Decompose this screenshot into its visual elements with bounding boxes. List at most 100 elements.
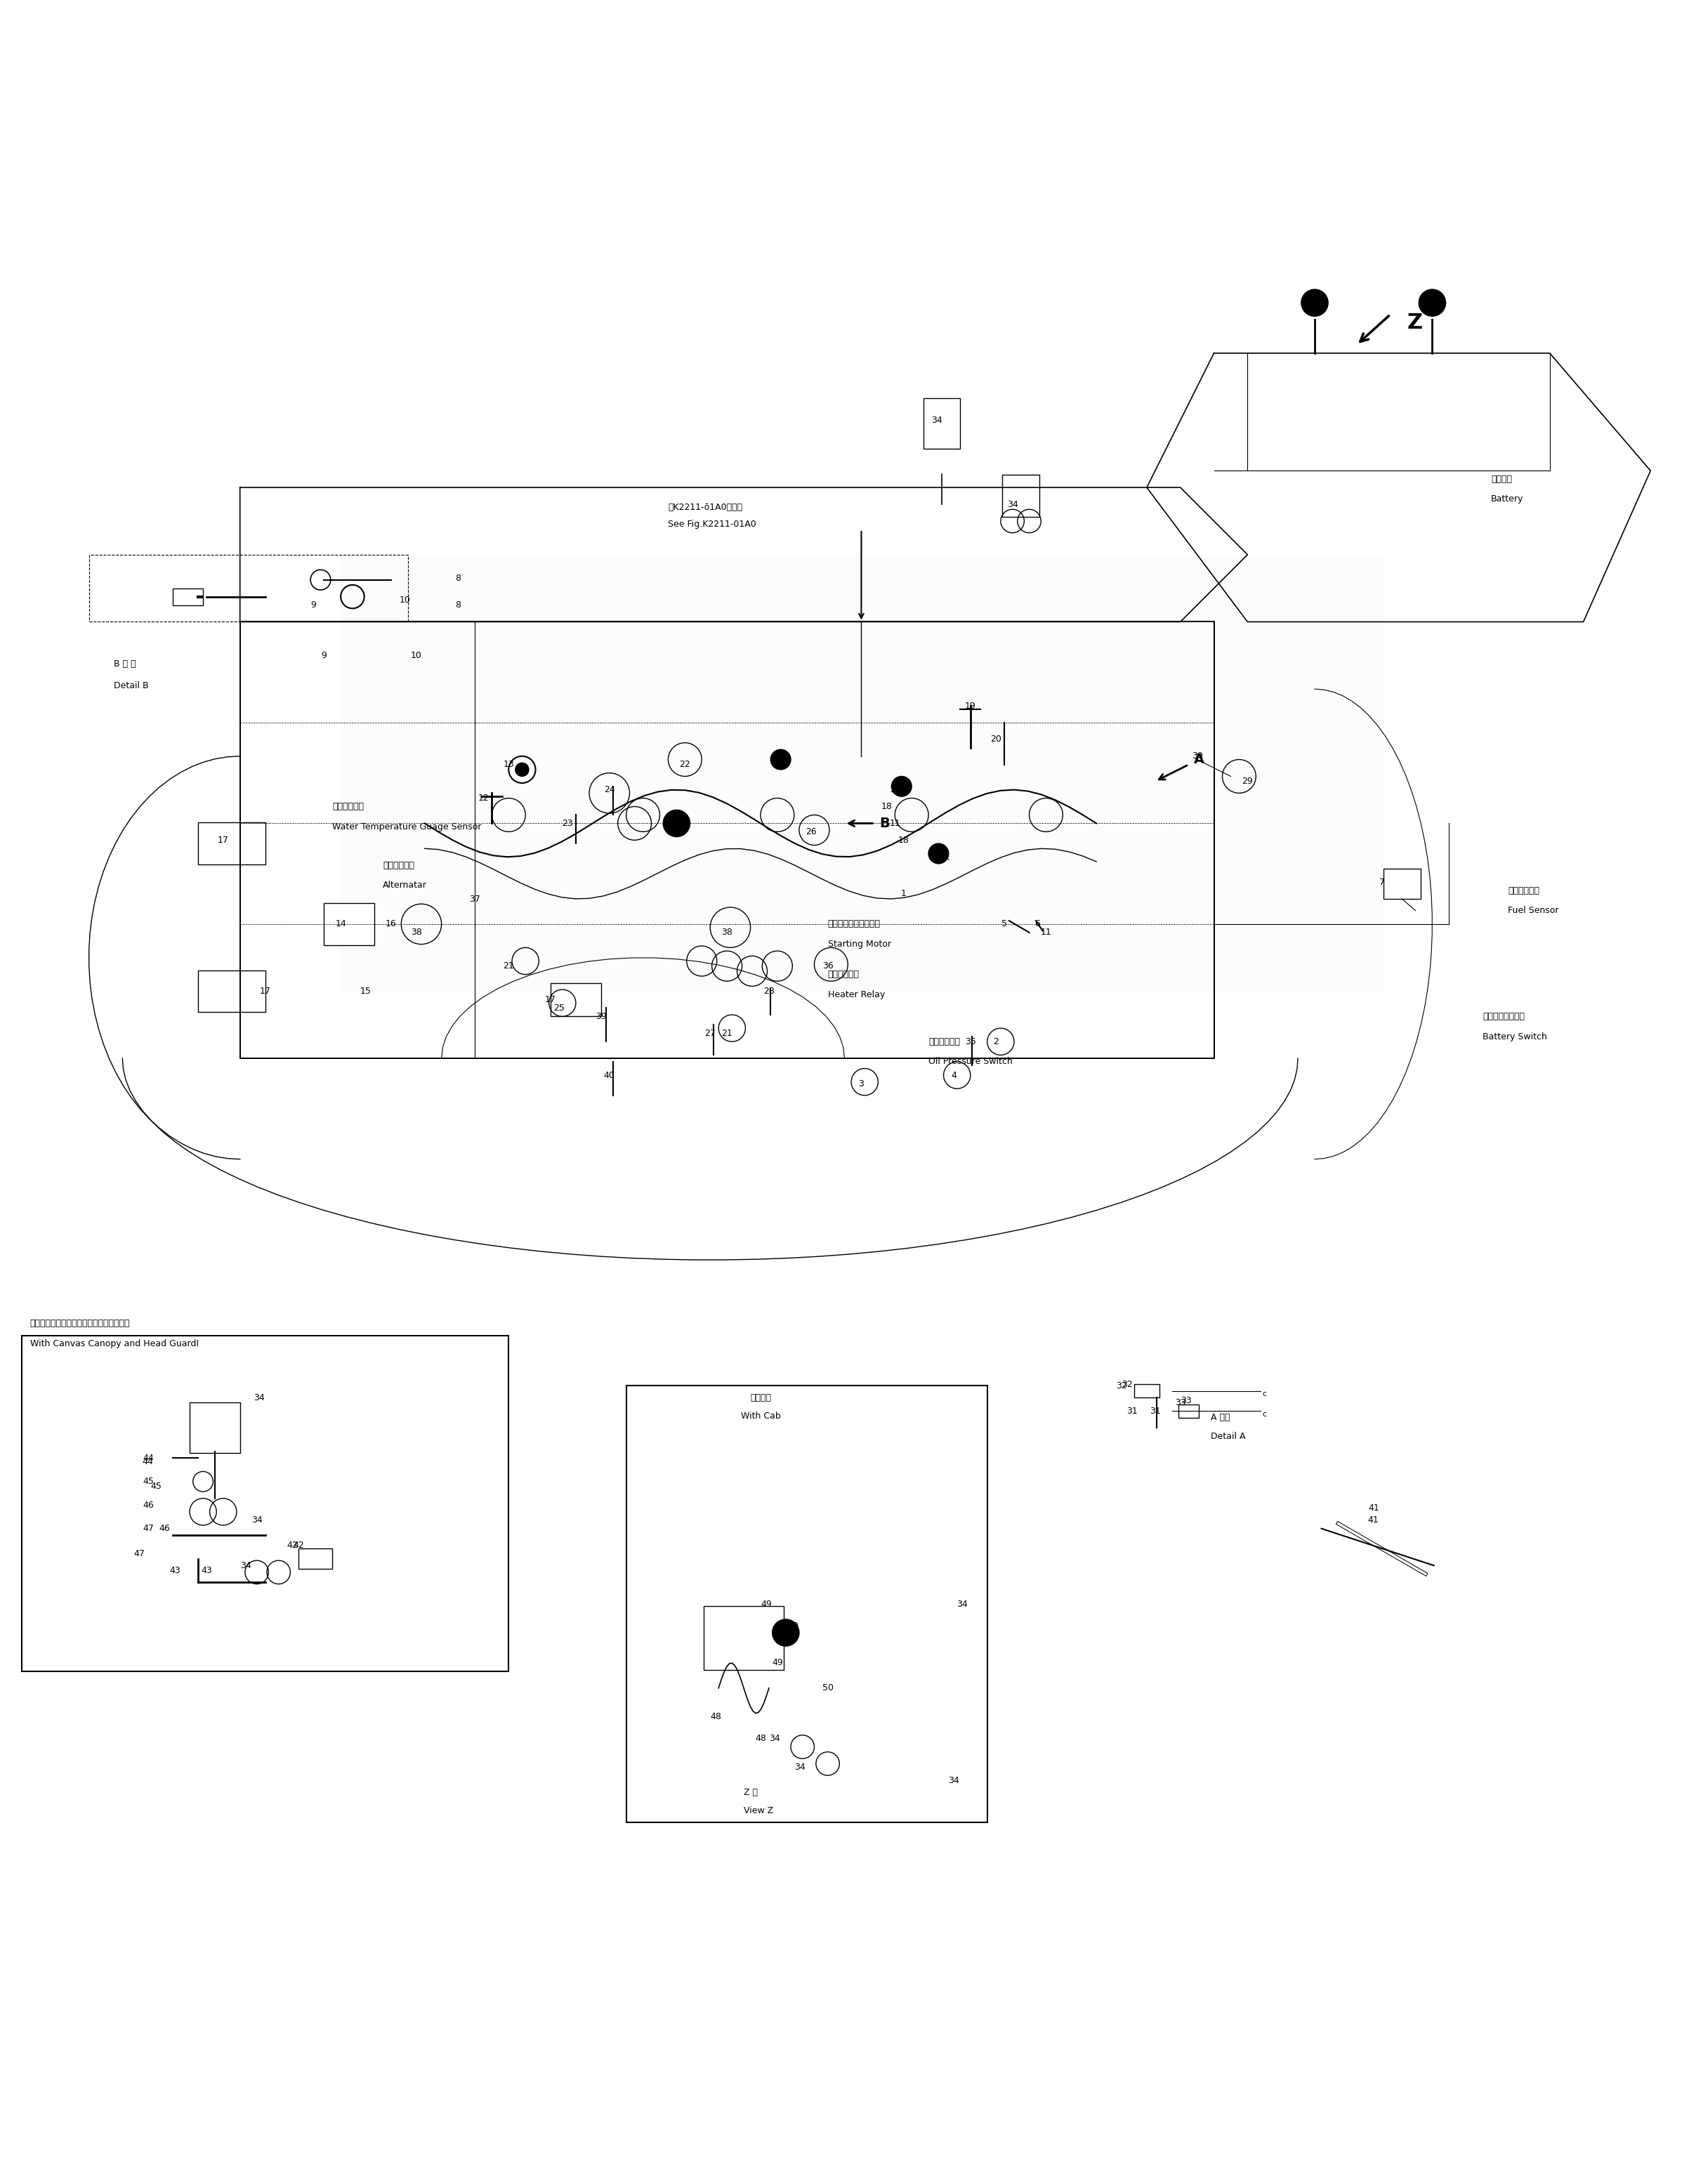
Text: Battery: Battery	[1491, 496, 1523, 505]
Text: 14: 14	[334, 919, 346, 928]
Bar	[172, 587, 203, 605]
Text: 7: 7	[1378, 878, 1385, 887]
Text: バッテリスイッチ: バッテリスイッチ	[1483, 1011, 1525, 1020]
Text: 46: 46	[142, 1500, 154, 1509]
Text: 38: 38	[410, 928, 422, 937]
Text: 5: 5	[1002, 919, 1007, 928]
Text: 47: 47	[142, 1524, 154, 1533]
Text: 23: 23	[562, 819, 573, 828]
Text: 45: 45	[150, 1483, 162, 1492]
Bar	[1179, 1404, 1199, 1417]
Text: 48: 48	[709, 1712, 721, 1721]
Text: Detail A: Detail A	[1211, 1433, 1245, 1441]
Text: 43: 43	[201, 1566, 211, 1575]
Text: With Cab: With Cab	[740, 1411, 780, 1420]
Text: 43: 43	[169, 1566, 181, 1575]
Text: 12: 12	[478, 793, 490, 804]
Text: 31: 31	[1127, 1406, 1138, 1415]
Bar	[1135, 1385, 1159, 1398]
Text: 1: 1	[900, 889, 905, 898]
Text: 34: 34	[253, 1393, 265, 1402]
Text: Heater Relay: Heater Relay	[828, 989, 885, 998]
Bar	[924, 397, 961, 450]
Text: Water Temperature Guage Sensor: Water Temperature Guage Sensor	[333, 821, 481, 832]
Text: キャンバスキャノピおよびヘッドガード付: キャンバスキャノピおよびヘッドガード付	[30, 1319, 130, 1328]
Text: 29: 29	[1241, 778, 1253, 786]
Text: 32: 32	[1116, 1380, 1127, 1391]
Text: Battery Switch: Battery Switch	[1483, 1033, 1547, 1042]
Bar	[551, 983, 601, 1016]
Text: c: c	[1262, 1391, 1267, 1398]
Text: 8: 8	[456, 601, 461, 609]
Text: c: c	[1262, 1411, 1267, 1417]
Text: 26: 26	[806, 828, 816, 836]
Text: With Canvas Canopy and Head GuardI: With Canvas Canopy and Head GuardI	[30, 1339, 199, 1348]
Text: 30: 30	[1191, 751, 1203, 760]
Text: 11: 11	[890, 819, 900, 828]
Text: Z 視: Z 視	[743, 1789, 758, 1797]
Bar	[324, 904, 375, 946]
Text: 25: 25	[554, 1002, 564, 1013]
Text: 28: 28	[763, 987, 775, 996]
Text: 17: 17	[260, 987, 270, 996]
Text: ヒータリレー: ヒータリレー	[828, 970, 860, 978]
Text: 16: 16	[385, 919, 397, 928]
Text: Starting Motor: Starting Motor	[828, 939, 890, 948]
Text: 41: 41	[1368, 1505, 1380, 1514]
Text: Oil Pressure Switch: Oil Pressure Switch	[929, 1057, 1013, 1066]
Text: Z: Z	[1407, 312, 1422, 334]
Text: Alternatar: Alternatar	[383, 880, 427, 891]
Text: 3: 3	[858, 1079, 865, 1088]
Text: 11: 11	[939, 852, 951, 860]
Text: 40: 40	[605, 1070, 615, 1079]
Circle shape	[770, 749, 790, 769]
Text: 42: 42	[287, 1540, 297, 1551]
Circle shape	[664, 810, 691, 836]
Circle shape	[772, 1618, 799, 1647]
Bar	[1383, 869, 1420, 900]
Text: 49: 49	[760, 1599, 772, 1610]
Text: 33: 33	[1176, 1398, 1186, 1406]
Text: 21: 21	[721, 1029, 733, 1037]
Text: 19: 19	[964, 701, 976, 710]
Text: 9: 9	[321, 651, 326, 660]
Bar	[198, 970, 265, 1011]
Text: A 詳細: A 詳細	[1211, 1413, 1230, 1422]
Text: 38: 38	[721, 928, 733, 937]
Text: 34: 34	[240, 1562, 252, 1570]
Text: 45: 45	[142, 1476, 154, 1485]
Text: 22: 22	[679, 760, 691, 769]
Bar	[198, 823, 265, 865]
Text: 34: 34	[794, 1762, 806, 1771]
Circle shape	[515, 762, 529, 775]
Text: 17: 17	[546, 996, 556, 1005]
Text: 15: 15	[360, 987, 372, 996]
Circle shape	[892, 775, 912, 797]
Polygon shape	[341, 555, 1382, 992]
Text: 10: 10	[400, 596, 410, 605]
Text: 11: 11	[890, 786, 900, 795]
Bar	[627, 1387, 988, 1821]
Text: 42: 42	[294, 1540, 304, 1551]
Text: 50: 50	[823, 1684, 833, 1693]
Text: 9: 9	[311, 601, 316, 609]
Text: バッテリ: バッテリ	[1491, 474, 1512, 483]
Text: 8: 8	[454, 574, 461, 583]
Text: A: A	[1194, 753, 1204, 767]
Text: 11: 11	[1040, 928, 1052, 937]
Text: 49: 49	[772, 1658, 784, 1666]
Text: 34: 34	[768, 1734, 780, 1743]
Text: 27: 27	[704, 1029, 716, 1037]
Text: スターティングモータ: スターティングモータ	[828, 919, 880, 928]
Text: 17: 17	[218, 836, 228, 845]
Text: 34: 34	[252, 1516, 262, 1524]
Text: 35: 35	[964, 1037, 976, 1046]
Text: 18: 18	[882, 802, 892, 810]
Text: 21: 21	[503, 961, 513, 970]
Text: View Z: View Z	[743, 1806, 774, 1815]
Text: 油圧スイッチ: 油圧スイッチ	[929, 1037, 959, 1046]
Text: 34: 34	[1007, 500, 1018, 509]
Text: 36: 36	[823, 961, 833, 970]
Text: 第K2211-ŏ1A0図参照: 第K2211-ŏ1A0図参照	[669, 502, 743, 513]
Text: 47: 47	[133, 1548, 145, 1559]
